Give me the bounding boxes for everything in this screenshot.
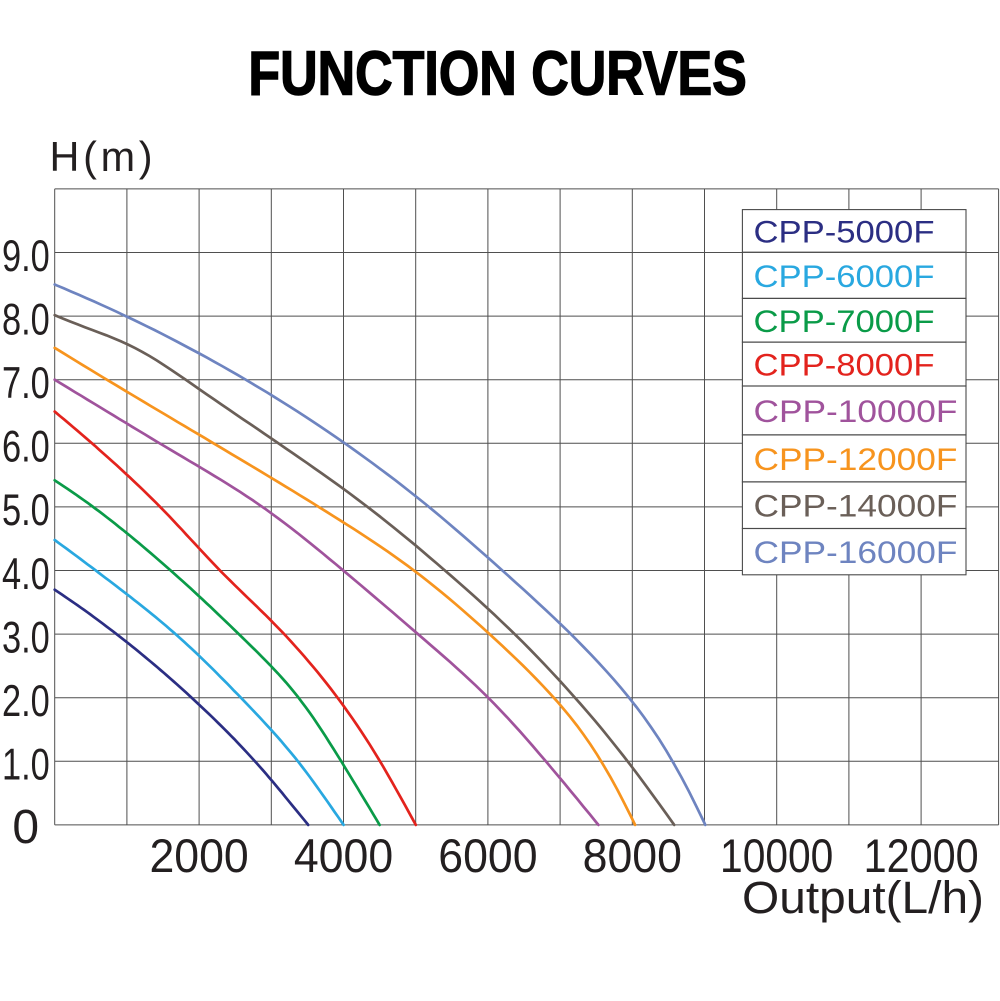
svg-text:6000: 6000 [438,829,537,882]
svg-text:5.0: 5.0 [2,486,50,535]
svg-text:CPP-7000F: CPP-7000F [754,304,935,339]
svg-text:CPP-16000F: CPP-16000F [754,535,958,570]
svg-text:7.0: 7.0 [2,359,50,408]
svg-text:CPP-12000F: CPP-12000F [754,442,958,477]
svg-text:3.0: 3.0 [2,613,50,662]
svg-text:CPP-5000F: CPP-5000F [754,214,935,249]
svg-text:4000: 4000 [294,829,393,882]
svg-text:CPP-6000F: CPP-6000F [754,259,935,294]
svg-text:12000: 12000 [864,829,979,882]
svg-text:FUNCTION CURVES: FUNCTION CURVES [248,39,747,108]
svg-text:0: 0 [12,801,39,854]
svg-text:2.0: 2.0 [2,677,50,726]
svg-text:10000: 10000 [720,829,833,882]
svg-text:4.0: 4.0 [2,550,50,599]
svg-text:CPP-10000F: CPP-10000F [754,394,958,429]
svg-text:9.0: 9.0 [2,232,50,281]
svg-text:8000: 8000 [583,829,682,882]
svg-text:Output(L/h): Output(L/h) [742,872,984,923]
svg-text:8.0: 8.0 [2,295,50,344]
svg-text:1.0: 1.0 [2,741,50,790]
svg-text:H(m): H(m) [50,134,157,180]
svg-text:2000: 2000 [149,829,248,882]
svg-text:6.0: 6.0 [2,423,50,472]
svg-text:CPP-14000F: CPP-14000F [754,489,958,524]
svg-text:CPP-8000F: CPP-8000F [754,348,935,383]
